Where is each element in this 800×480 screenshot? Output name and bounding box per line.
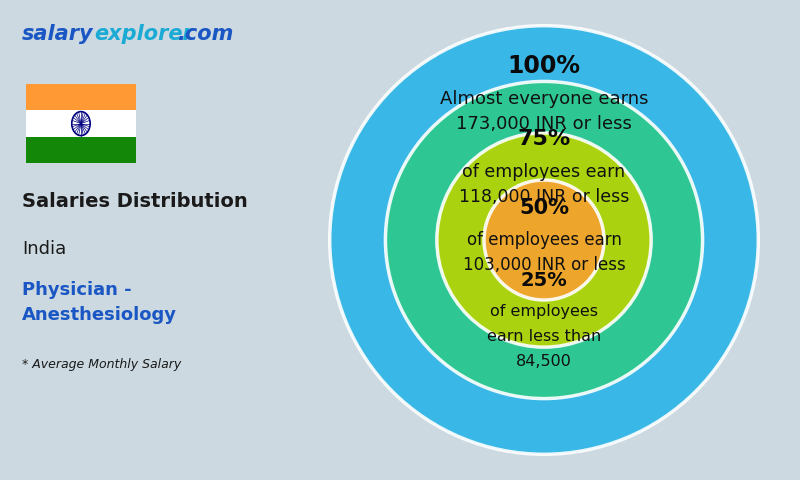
Text: 84,500: 84,500 (516, 354, 572, 369)
FancyBboxPatch shape (26, 137, 136, 163)
Text: explorer: explorer (94, 24, 193, 44)
Text: of employees earn: of employees earn (466, 231, 622, 250)
Circle shape (386, 82, 702, 398)
Text: Salaries Distribution: Salaries Distribution (22, 192, 248, 211)
Circle shape (484, 180, 604, 300)
Text: 25%: 25% (521, 271, 567, 290)
Text: Almost everyone earns: Almost everyone earns (440, 90, 648, 108)
Text: 103,000 INR or less: 103,000 INR or less (462, 256, 626, 274)
Text: 118,000 INR or less: 118,000 INR or less (459, 188, 629, 205)
Text: Physician -
Anesthesiology: Physician - Anesthesiology (22, 281, 177, 324)
Text: of employees earn: of employees earn (462, 163, 626, 181)
FancyBboxPatch shape (26, 84, 136, 110)
Text: 100%: 100% (507, 54, 581, 78)
Circle shape (330, 26, 758, 454)
Text: India: India (22, 240, 66, 258)
Text: * Average Monthly Salary: * Average Monthly Salary (22, 358, 182, 371)
Text: earn less than: earn less than (487, 329, 601, 344)
Text: .com: .com (177, 24, 233, 44)
FancyBboxPatch shape (26, 110, 136, 137)
Circle shape (437, 133, 651, 347)
Text: salary: salary (22, 24, 94, 44)
Text: 50%: 50% (519, 198, 569, 218)
Text: of employees: of employees (490, 304, 598, 319)
Text: 75%: 75% (518, 129, 570, 149)
Text: 173,000 INR or less: 173,000 INR or less (456, 115, 632, 132)
